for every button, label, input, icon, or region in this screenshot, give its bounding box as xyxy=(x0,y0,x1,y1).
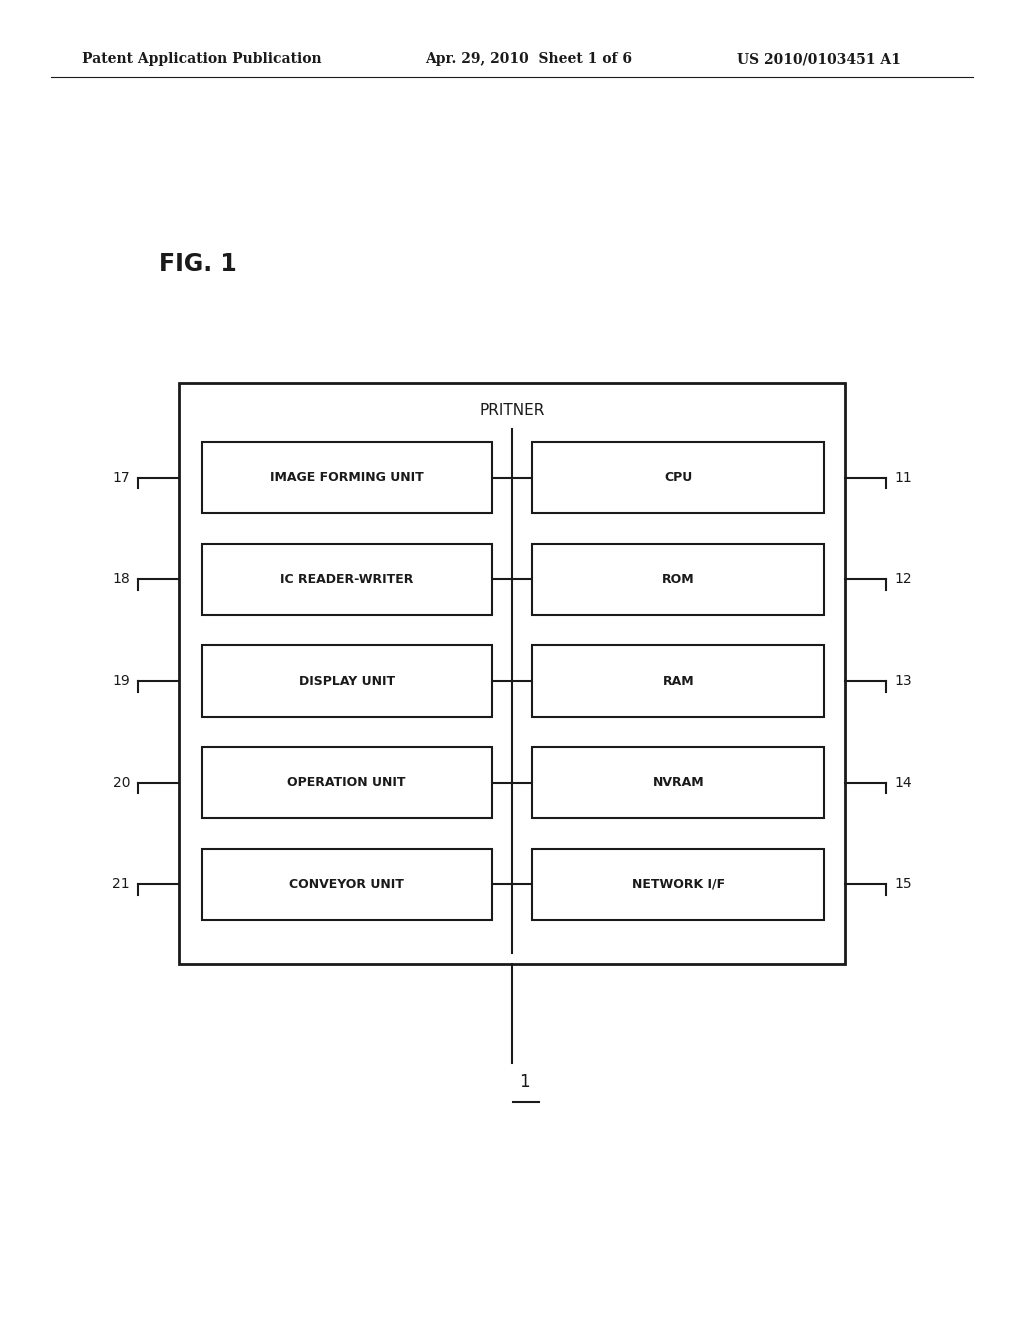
Text: 12: 12 xyxy=(894,573,911,586)
Text: IC READER-WRITER: IC READER-WRITER xyxy=(280,573,414,586)
Bar xyxy=(532,849,824,920)
Text: CPU: CPU xyxy=(665,471,692,484)
Bar xyxy=(202,849,492,920)
Text: ROM: ROM xyxy=(663,573,694,586)
Text: 21: 21 xyxy=(113,878,130,891)
Text: NVRAM: NVRAM xyxy=(652,776,705,789)
Text: FIG. 1: FIG. 1 xyxy=(159,252,237,276)
Bar xyxy=(202,747,492,818)
Text: PRITNER: PRITNER xyxy=(479,403,545,417)
Bar xyxy=(532,747,824,818)
Text: Patent Application Publication: Patent Application Publication xyxy=(82,53,322,66)
Text: OPERATION UNIT: OPERATION UNIT xyxy=(288,776,406,789)
Text: 11: 11 xyxy=(894,471,911,484)
Text: IMAGE FORMING UNIT: IMAGE FORMING UNIT xyxy=(269,471,424,484)
Text: RAM: RAM xyxy=(663,675,694,688)
Text: Apr. 29, 2010  Sheet 1 of 6: Apr. 29, 2010 Sheet 1 of 6 xyxy=(425,53,632,66)
Text: NETWORK I/F: NETWORK I/F xyxy=(632,878,725,891)
Text: 14: 14 xyxy=(894,776,911,789)
Bar xyxy=(202,645,492,717)
Text: 13: 13 xyxy=(894,675,911,688)
Text: 15: 15 xyxy=(894,878,911,891)
Text: US 2010/0103451 A1: US 2010/0103451 A1 xyxy=(737,53,901,66)
Bar xyxy=(179,383,845,964)
Text: CONVEYOR UNIT: CONVEYOR UNIT xyxy=(289,878,404,891)
Text: 17: 17 xyxy=(113,471,130,484)
Bar xyxy=(532,544,824,615)
Bar xyxy=(202,544,492,615)
Text: 19: 19 xyxy=(113,675,130,688)
Text: 1: 1 xyxy=(519,1073,529,1092)
Bar xyxy=(532,645,824,717)
Bar xyxy=(202,442,492,513)
Bar xyxy=(532,442,824,513)
Text: DISPLAY UNIT: DISPLAY UNIT xyxy=(299,675,394,688)
Text: 20: 20 xyxy=(113,776,130,789)
Text: 18: 18 xyxy=(113,573,130,586)
